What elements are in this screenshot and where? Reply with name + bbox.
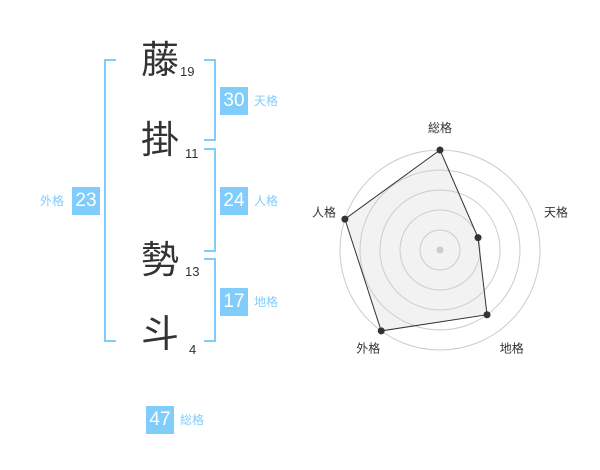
radar-ring	[419, 229, 461, 271]
chikaku-bracket	[204, 258, 216, 342]
radar-point-1	[436, 146, 444, 154]
radar-axis-label: 外格	[356, 341, 380, 356]
radar-ring	[379, 189, 501, 311]
tenkaku-value: 30	[220, 87, 248, 115]
character-3: 勢	[140, 238, 179, 282]
jinkaku-label: 人格	[254, 194, 279, 208]
radar-axis-label: 天格	[544, 204, 568, 219]
radar-ring	[399, 209, 481, 291]
stroke-count-2: 11	[185, 146, 199, 161]
radar-point-3	[483, 311, 491, 319]
stroke-count-4: 4	[189, 342, 197, 357]
radar-axis-label: 人格	[312, 204, 336, 219]
radar-point-5	[341, 215, 349, 223]
radar-area	[344, 150, 488, 331]
gaikaku-bracket	[104, 59, 116, 342]
stroke-count-1: 19	[180, 64, 195, 79]
gaikaku-label: 外格	[40, 194, 65, 208]
radar-axis-label: 地格	[500, 341, 524, 356]
radar-axis-label: 総格	[428, 120, 452, 135]
tenkaku-label: 天格	[254, 94, 279, 108]
radar-point-2	[474, 234, 482, 242]
character-4: 斗	[140, 312, 179, 356]
radar-outline	[344, 149, 488, 332]
jinkaku-value: 24	[220, 187, 248, 215]
radar-point-4	[377, 327, 385, 335]
character-1: 藤	[140, 38, 179, 82]
jinkaku-bracket	[204, 148, 216, 252]
chikaku-label: 地格	[254, 295, 279, 309]
chikaku-value: 17	[220, 288, 248, 316]
character-2: 掛	[140, 118, 179, 162]
soukaku-value: 47	[146, 406, 174, 434]
radar-ring	[359, 169, 521, 331]
gaikaku-value: 23	[72, 187, 100, 215]
soukaku-label: 総格	[180, 413, 205, 427]
radar-center	[436, 246, 444, 254]
tenkaku-bracket	[204, 59, 216, 141]
stroke-count-3: 13	[185, 264, 200, 279]
